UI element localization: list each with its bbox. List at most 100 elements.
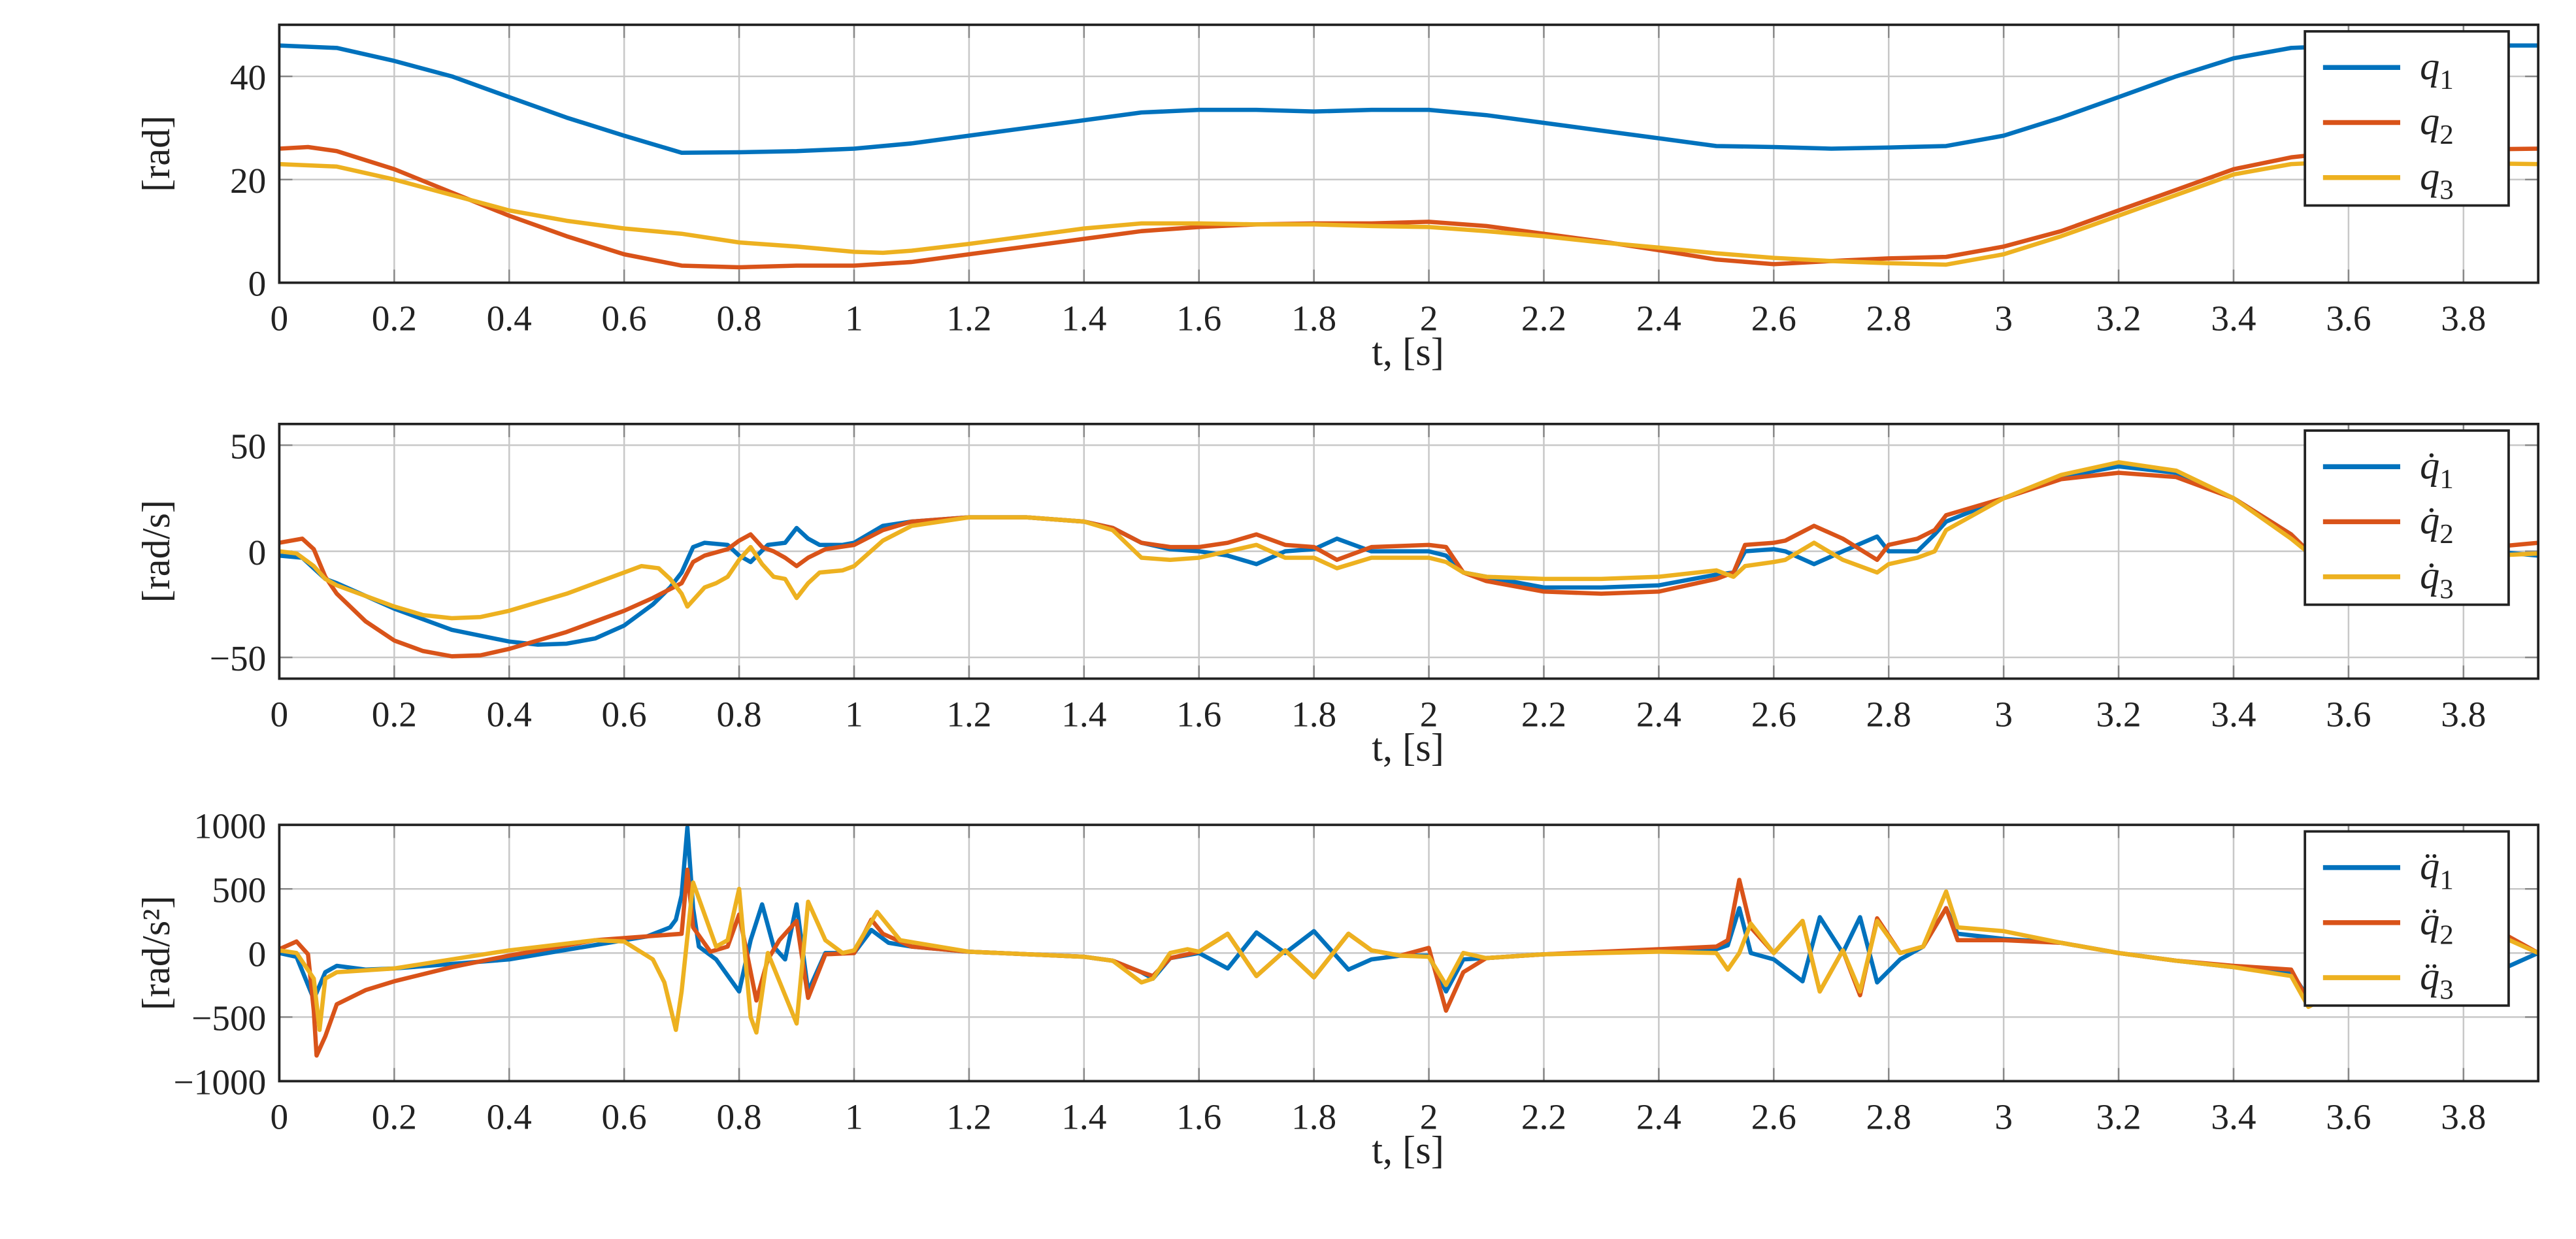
x-tick-label: 0.2 [372, 694, 417, 734]
x-tick-label: 3.6 [2326, 694, 2371, 734]
series-line-2 [279, 144, 2539, 270]
legend-symbol: q̇ [2420, 444, 2439, 487]
acceleration-plot: 0 0.2 0.4 0.6 0.8 1 1.2 1.4 1.6 1.8 2 2.2 2.4 2.6 2.8 3… [135, 806, 2540, 1136]
legend-symbol: q̇ [2420, 553, 2439, 597]
x-tick-label: 2 [1420, 1097, 1438, 1136]
x-tick-label: 2.6 [1751, 299, 1796, 339]
y-tick-label: −50 [210, 638, 266, 678]
legend-subscript: 3 [2439, 174, 2453, 205]
x-tick-label: 0.6 [602, 1097, 647, 1136]
x-tick-label: 2 [1420, 694, 1438, 734]
x-tick-label: 1.4 [1061, 694, 1106, 734]
x-tick-label: 0 [271, 299, 289, 339]
x-tick-label: 0.6 [602, 694, 647, 734]
x-tick-label: 3.2 [2096, 1097, 2141, 1136]
x-tick-label: 3.6 [2326, 299, 2371, 339]
series-line-3 [279, 460, 2539, 621]
x-tick-label: 2.2 [1521, 299, 1566, 339]
x-tick-label: 0.4 [487, 299, 532, 339]
x-tick-label: 3.4 [2211, 1097, 2256, 1136]
x-tick-label: 1.6 [1176, 1097, 1221, 1136]
series-line-1 [279, 464, 2539, 647]
x-tick-label: 1.6 [1176, 299, 1221, 339]
y-axis-label: [rad/s] [135, 500, 178, 603]
position-plot: 0 0.2 0.4 0.6 0.8 1 1.2 1.4 1.6 1.8 2 2.2 2.4 2.6 2.8 3… [135, 24, 2540, 339]
x-tick-label: 2.8 [1866, 299, 1911, 339]
x-tick-label: 3.6 [2326, 1097, 2371, 1136]
y-tick-label: 40 [230, 58, 266, 97]
x-tick-label: 3 [1994, 299, 2013, 339]
x-tick-label: 0.4 [487, 1097, 532, 1136]
x-tick-label: 2.4 [1636, 299, 1681, 339]
legend-symbol: q̈ [2420, 899, 2439, 943]
y-tick-label: 0 [248, 934, 267, 974]
x-tick-label: 2.4 [1636, 1097, 1681, 1136]
x-tick-label: 2.2 [1521, 1097, 1566, 1136]
x-tick-label: 3 [1994, 1097, 2013, 1136]
legend-symbol: q [2420, 99, 2439, 143]
x-tick-label: 1.4 [1061, 1097, 1106, 1136]
y-tick-label: 0 [248, 264, 267, 304]
legend-label: q̈3 [2420, 955, 2454, 1006]
x-tick-label: 3.8 [2441, 1097, 2486, 1136]
x-tick-label: 0.2 [372, 1097, 417, 1136]
x-tick-label: 1 [845, 299, 863, 339]
x-tick-label: 1.2 [946, 1097, 991, 1136]
series-line-3 [279, 159, 2539, 267]
x-tick-label: 0 [271, 694, 289, 734]
velocity-plot: 0 0.2 0.4 0.6 0.8 1 1.2 1.4 1.6 1.8 2 2.2 2.4 2.6 2.8 3… [135, 422, 2540, 734]
legend-symbol: q̈ [2420, 955, 2439, 999]
x-tick-label: 0.2 [372, 299, 417, 339]
legend-label: q2 [2420, 99, 2454, 150]
x-tick-label: 3.4 [2211, 694, 2256, 734]
legend-symbol: q [2420, 154, 2439, 198]
legend-symbol: q [2420, 44, 2439, 88]
x-tick-label: 1 [845, 1097, 863, 1136]
legend-symbol: q̇ [2420, 499, 2439, 542]
x-axis-label: t, [s] [1372, 330, 1444, 374]
x-tick-label: 3.2 [2096, 299, 2141, 339]
x-tick-label: 1.8 [1291, 1097, 1336, 1136]
x-axis-label: t, [s] [1372, 1129, 1444, 1172]
series-line-1 [279, 825, 2539, 1002]
x-tick-label: 2.4 [1636, 694, 1681, 734]
x-tick-label: 3.8 [2441, 299, 2486, 339]
x-tick-label: 3.4 [2211, 299, 2256, 339]
y-tick-label: 500 [212, 870, 266, 910]
y-tick-label: 1000 [194, 806, 267, 846]
x-tick-label: 0.4 [487, 694, 532, 734]
x-tick-label: 0 [271, 1097, 289, 1136]
x-tick-label: 1.2 [946, 694, 991, 734]
legend-label: q3 [2420, 154, 2454, 205]
x-axis-label: t, [s] [1372, 726, 1444, 770]
x-tick-label: 1.6 [1176, 694, 1221, 734]
x-tick-label: 3.2 [2096, 694, 2141, 734]
legend-label: q̇3 [2420, 553, 2454, 604]
legend-subscript: 1 [2439, 464, 2453, 495]
legend: q̈1q̈2q̈3 [2304, 830, 2510, 1007]
x-tick-label: 0.8 [716, 694, 761, 734]
series-line-3 [279, 880, 2539, 1035]
y-axis-label: [rad] [135, 116, 178, 192]
x-tick-label: 1.4 [1061, 299, 1106, 339]
legend-subscript: 2 [2439, 120, 2453, 150]
axes-frame [278, 422, 2540, 680]
x-tick-label: 2.8 [1866, 1097, 1911, 1136]
legend-label: q̈1 [2420, 844, 2454, 895]
legend-label: q̈2 [2420, 899, 2454, 950]
legend-subscript: 2 [2439, 519, 2453, 550]
x-tick-label: 2.6 [1751, 1097, 1796, 1136]
x-tick-label: 2.2 [1521, 694, 1566, 734]
y-axis-label: [rad/s²] [135, 896, 178, 1011]
legend: q̇1q̇2q̇3 [2304, 429, 2510, 606]
x-tick-label: 3 [1994, 694, 2013, 734]
legend-subscript: 3 [2439, 975, 2453, 1006]
axes-frame [278, 823, 2540, 1083]
x-tick-label: 0.6 [602, 299, 647, 339]
y-tick-label: 0 [248, 533, 267, 572]
x-tick-label: 2 [1420, 299, 1438, 339]
series-line-2 [279, 471, 2539, 659]
y-tick-label: −1000 [173, 1063, 266, 1102]
